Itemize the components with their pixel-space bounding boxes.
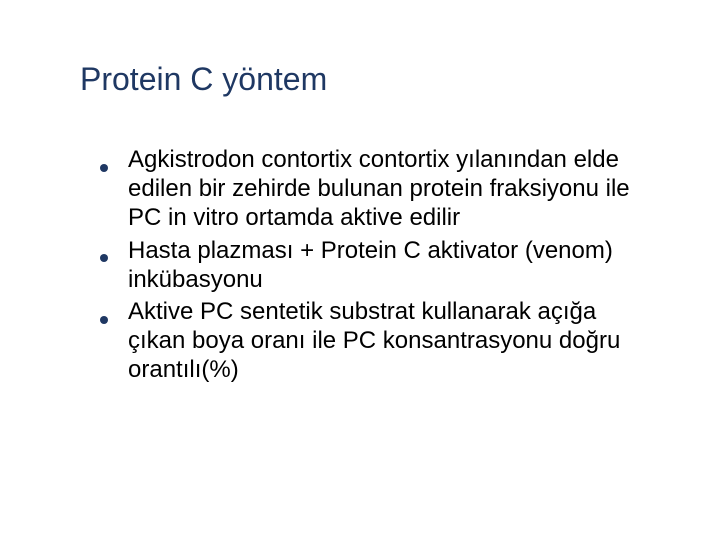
list-item-text: Hasta plazması + Protein C aktivator (ve… xyxy=(128,237,613,293)
list-item: Aktive PC sentetik substrat kullanarak a… xyxy=(100,298,650,384)
list-item: Hasta plazması + Protein C aktivator (ve… xyxy=(100,237,650,295)
bullet-list: Agkistrodon contortix contortix yılanınd… xyxy=(80,146,650,384)
list-item-text: Agkistrodon contortix contortix yılanınd… xyxy=(128,146,630,231)
slide-title: Protein C yöntem xyxy=(80,60,650,98)
slide: Protein C yöntem Agkistrodon contortix c… xyxy=(0,0,720,540)
list-item-text: Aktive PC sentetik substrat kullanarak a… xyxy=(128,298,620,383)
bullet-dot-icon xyxy=(100,316,108,324)
bullet-dot-icon xyxy=(100,254,108,262)
list-item: Agkistrodon contortix contortix yılanınd… xyxy=(100,146,650,232)
bullet-dot-icon xyxy=(100,164,108,172)
